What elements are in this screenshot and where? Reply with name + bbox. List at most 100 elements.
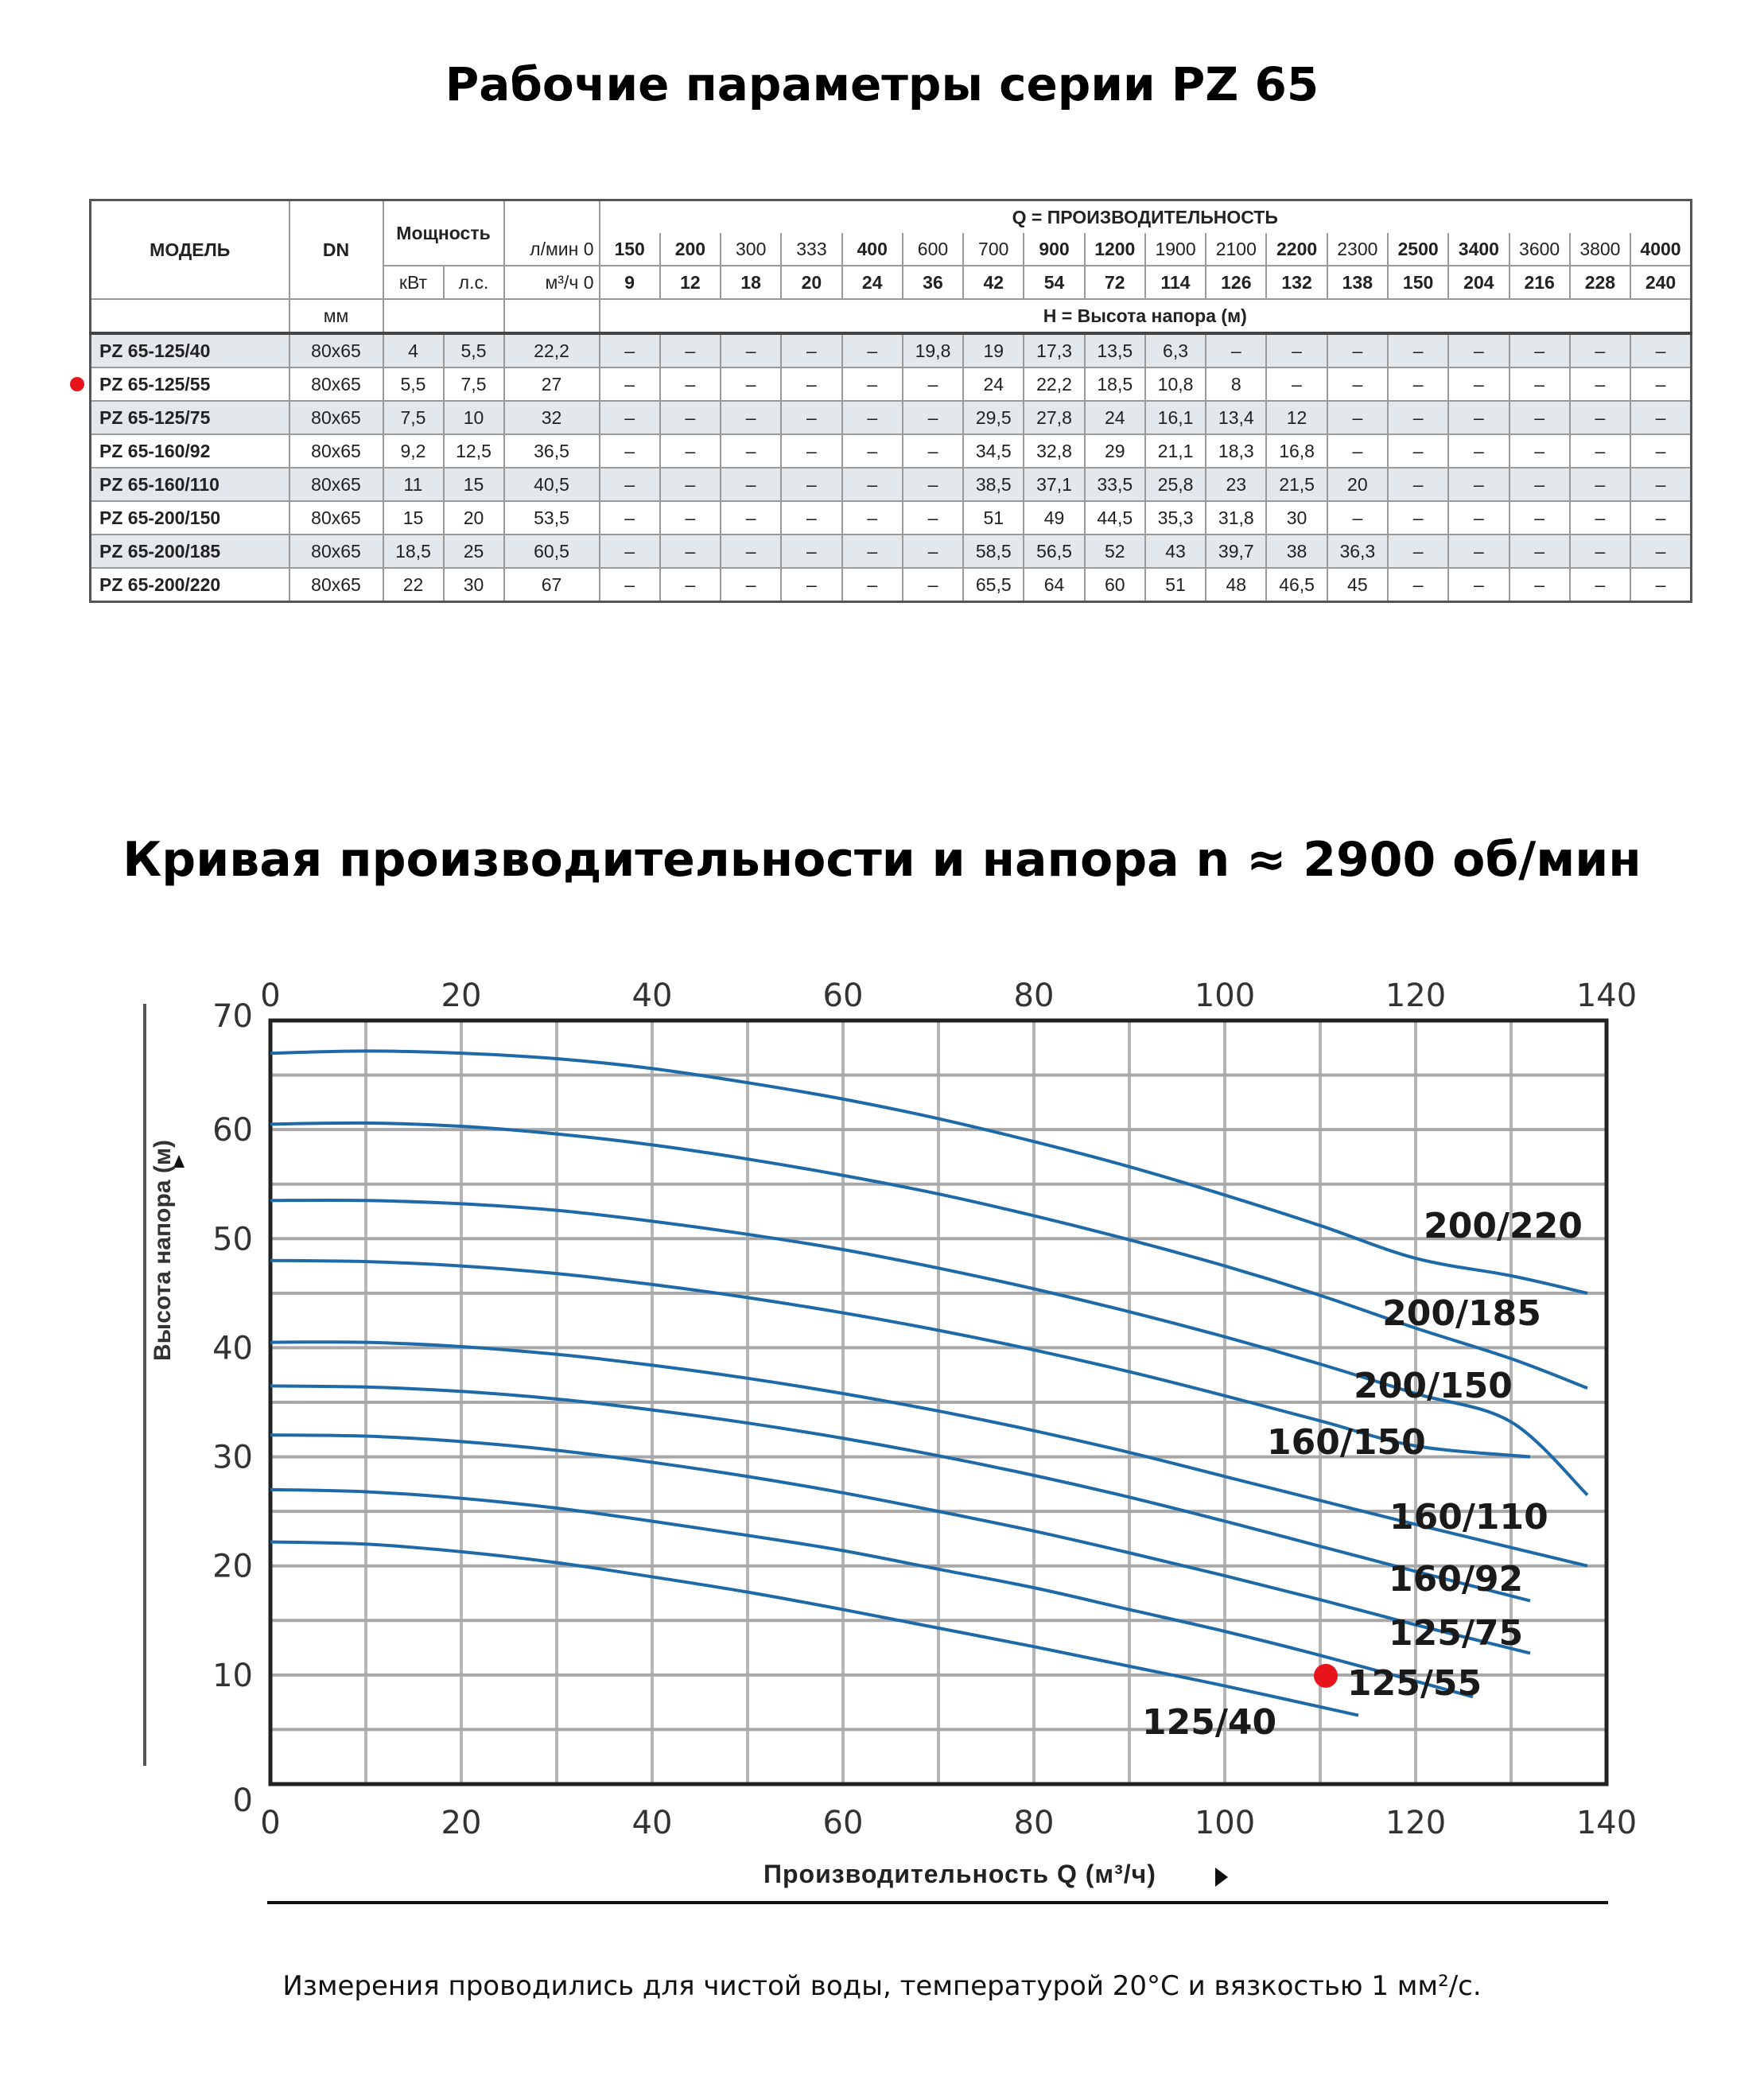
cell-head: – <box>1630 534 1692 569</box>
cell-head: 25,8 <box>1144 467 1207 502</box>
cell-hp: 30 <box>442 567 505 603</box>
header-row-lpm: л/мин 0 150 200 300 333 400 600 700 900 1200 1900 2… <box>91 233 1692 266</box>
cell-head: – <box>598 433 661 468</box>
cell-head: – <box>1386 534 1450 569</box>
cell-head: – <box>1447 367 1510 402</box>
cell-head: 10,8 <box>1144 367 1207 402</box>
cell-head: – <box>1386 367 1450 402</box>
plot-frame <box>268 1018 1609 1786</box>
table-row: PZ 65-160/110 80x65 11 15 40,5– – – – – –38,5 37,1… <box>89 467 1692 502</box>
cell-head: 36,3 <box>1326 534 1389 569</box>
unit-m3h: м³/ч 0 <box>503 265 600 300</box>
cell-head: 46,5 <box>1265 567 1328 603</box>
cell-hp: 10 <box>442 400 505 435</box>
curve-125-55 <box>270 1487 1474 1699</box>
cell-head: – <box>841 567 903 603</box>
y-tick-label: 10 <box>212 1658 253 1694</box>
cell-head: – <box>841 332 903 368</box>
cell-h0: 36,5 <box>503 433 600 468</box>
x-tick-label: 100 <box>1195 1805 1255 1841</box>
table-row: PZ 65-125/75 80x65 7,5 10 32– – – – – –29,5 27,8 24… <box>89 400 1692 435</box>
y-tick-label: 50 <box>212 1221 253 1258</box>
cell-dn: 80x65 <box>288 433 384 468</box>
curve-label: 200/220 <box>1424 1206 1583 1246</box>
cell-hp: 15 <box>442 467 505 502</box>
cell-head: – <box>720 367 783 402</box>
cell-head: 37,1 <box>1023 467 1086 502</box>
cell-head: – <box>1508 400 1571 435</box>
x-tick-label: 20 <box>441 1805 482 1841</box>
cell-head: – <box>1265 332 1328 368</box>
cell-head: 65,5 <box>962 567 1025 603</box>
cell-head: – <box>720 500 783 535</box>
cell-head: – <box>1508 567 1571 603</box>
cell-head: – <box>780 500 843 535</box>
cell-head: – <box>1630 467 1692 502</box>
cell-head: 51 <box>962 500 1025 535</box>
cell-head: 48 <box>1205 567 1268 603</box>
cell-dn: 80x65 <box>288 534 384 569</box>
cell-head: – <box>720 467 783 502</box>
cell-head: – <box>1568 500 1632 535</box>
x-tick-label: 60 <box>823 1805 864 1841</box>
cell-head: – <box>720 534 783 569</box>
cell-head: – <box>841 367 903 402</box>
chart-title: Кривая производительности и напора n ≈ 2… <box>122 832 1642 888</box>
cell-head: – <box>780 567 843 603</box>
blank-h0-units <box>503 298 600 335</box>
cell-h0: 40,5 <box>503 467 600 502</box>
cell-head: – <box>598 367 661 402</box>
cell-head: – <box>720 567 783 603</box>
cell-head: 60 <box>1083 567 1146 603</box>
cell-head: 13,5 <box>1083 332 1146 368</box>
cell-head: 39,7 <box>1205 534 1268 569</box>
cell-head: 56,5 <box>1023 534 1086 569</box>
cell-head: – <box>1568 400 1632 435</box>
cell-head: – <box>659 367 722 402</box>
curve-label: 160/110 <box>1389 1497 1548 1538</box>
y-axis-arrow-icon <box>173 1155 185 1168</box>
operating-point-marker <box>1314 1663 1338 1688</box>
cell-head: 20 <box>1326 467 1389 502</box>
cell-head: 18,3 <box>1205 433 1268 468</box>
y-tick-label: 20 <box>212 1549 253 1585</box>
cell-head: 19 <box>962 332 1025 368</box>
cell-head: 16,1 <box>1144 400 1207 435</box>
curve-label: 125/55 <box>1347 1663 1482 1704</box>
y-tick-label: 70 <box>212 998 253 1035</box>
cell-head: 45 <box>1326 567 1389 603</box>
curve-label: 125/40 <box>1142 1702 1276 1743</box>
cell-head: – <box>1326 500 1389 535</box>
cell-head: – <box>1568 567 1632 603</box>
cell-head: 21,5 <box>1265 467 1328 502</box>
cell-kw: 22 <box>382 567 445 603</box>
curve-label: 200/185 <box>1382 1293 1541 1334</box>
flow-lpm-3: 333 <box>780 233 843 266</box>
cell-head: – <box>841 500 903 535</box>
flow-lpm-12: 2300 <box>1326 233 1389 266</box>
flow-lpm-13: 2500 <box>1386 233 1450 266</box>
cell-head: 38 <box>1265 534 1328 569</box>
cell-kw: 7,5 <box>382 400 445 435</box>
cell-head: – <box>598 332 661 368</box>
cell-head: – <box>1386 400 1450 435</box>
cell-head: – <box>1447 534 1510 569</box>
cell-head: – <box>1568 433 1632 468</box>
flow-lpm-7: 900 <box>1023 233 1086 266</box>
flow-lpm-15: 3600 <box>1508 233 1571 266</box>
cell-head: – <box>1630 433 1692 468</box>
table-row: PZ 65-160/92 80x65 9,2 12,5 36,5– – – – – –34,5 32… <box>89 433 1692 468</box>
x-tick-label-top: 0 <box>260 978 280 1014</box>
cell-head: 52 <box>1083 534 1146 569</box>
flow-lpm-9: 1900 <box>1144 233 1207 266</box>
x-tick-label: 80 <box>1014 1805 1055 1841</box>
cell-head: 33,5 <box>1083 467 1146 502</box>
flow-lpm-17: 4000 <box>1630 233 1692 266</box>
col-header-blank <box>503 199 600 233</box>
cell-head: 51 <box>1144 567 1207 603</box>
cell-dn: 80x65 <box>288 400 384 435</box>
flow-m3h-8: 72 <box>1083 265 1146 300</box>
cell-head: – <box>659 567 722 603</box>
cell-head: – <box>1386 500 1450 535</box>
